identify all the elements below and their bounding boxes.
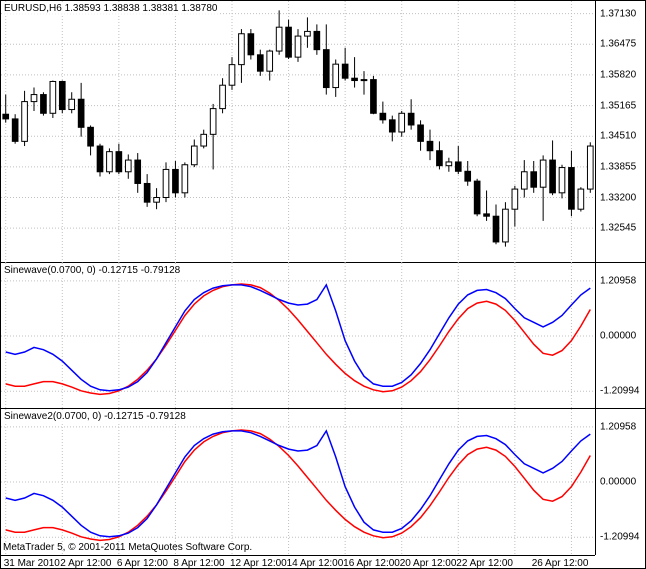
sinewave-panel-1[interactable]: Sinewave(0.0700, 0) -0.12715 -0.79128 -1… [1,263,645,409]
x-axis: 31 Mar 20102 Apr 12:00 6 Apr 12:00 8 Apr 1… [1,555,595,569]
x-tick-label: 2 Apr 12:00 [60,558,111,569]
x-tick-label: 22 Apr 12:00 [456,558,513,569]
x-tick-label: 26 Apr 12:00 [532,558,589,569]
price-panel[interactable]: EURUSD,H6 1.38593 1.38838 1.38381 1.3878… [1,1,645,263]
sinewave2-plot-area [1,409,595,555]
sinewave2-y-axis: -1.20994 0.00000 1.20958 [595,409,645,555]
price-ytick: 1.33200 [600,192,636,203]
price-ytick: 1.35165 [600,100,636,111]
indicator-ytick: -1.20994 [600,532,639,543]
price-plot-area [1,1,595,262]
price-ytick: 1.32545 [600,223,636,234]
indicator-ytick: 0.00000 [600,331,636,342]
price-ytick: 1.36475 [600,39,636,50]
x-tick-label: 16 Apr 12:00 [343,558,400,569]
x-tick-label: 8 Apr 12:00 [173,558,224,569]
indicator-ytick: 1.20958 [600,275,636,286]
sinewave1-label: Sinewave(0.0700, 0) -0.12715 -0.79128 [3,265,181,276]
price-ytick: 1.34510 [600,131,636,142]
sinewave1-y-axis: -1.20994 0.00000 1.20958 [595,263,645,408]
copyright-label: MetaTrader 5, © 2001-2011 MetaQuotes Sof… [3,542,252,553]
price-y-axis: 1.32545 1.33200 1.33855 1.34510 1.35165 1.358… [595,1,645,262]
x-tick-label: 31 Mar 2010 [4,558,60,569]
indicator-ytick: 0.00000 [600,477,636,488]
sinewave2-label: Sinewave2(0.0700, 0) -0.12715 -0.79128 [3,411,187,422]
price-ytick: 1.33855 [600,161,636,172]
x-tick-label: 6 Apr 12:00 [117,558,168,569]
indicator-ytick: -1.20994 [600,386,639,397]
x-tick-label: 20 Apr 12:00 [400,558,457,569]
sinewave-panel-2[interactable]: Sinewave2(0.0700, 0) -0.12715 -0.79128 -… [1,409,645,555]
x-tick-label: 14 Apr 12:00 [287,558,344,569]
sinewave1-plot-area [1,263,595,408]
price-ytick: 1.37130 [600,8,636,19]
price-ytick: 1.35820 [600,69,636,80]
indicator-ytick: 1.20958 [600,421,636,432]
x-tick-label: 12 Apr 12:00 [230,558,287,569]
price-panel-label: EURUSD,H6 1.38593 1.38838 1.38381 1.3878… [3,3,219,14]
chart-container: EURUSD,H6 1.38593 1.38838 1.38381 1.3878… [0,0,646,569]
